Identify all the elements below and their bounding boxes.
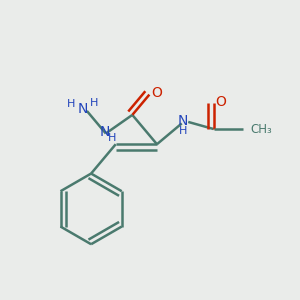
Text: H: H bbox=[90, 98, 98, 108]
Text: O: O bbox=[151, 86, 162, 100]
Text: N: N bbox=[178, 114, 188, 128]
Text: O: O bbox=[216, 95, 226, 109]
Text: H: H bbox=[67, 99, 75, 109]
Text: CH₃: CH₃ bbox=[250, 122, 272, 136]
Text: H: H bbox=[179, 126, 188, 136]
Text: N: N bbox=[77, 103, 88, 116]
Text: N: N bbox=[99, 125, 110, 139]
Text: H: H bbox=[108, 133, 116, 143]
